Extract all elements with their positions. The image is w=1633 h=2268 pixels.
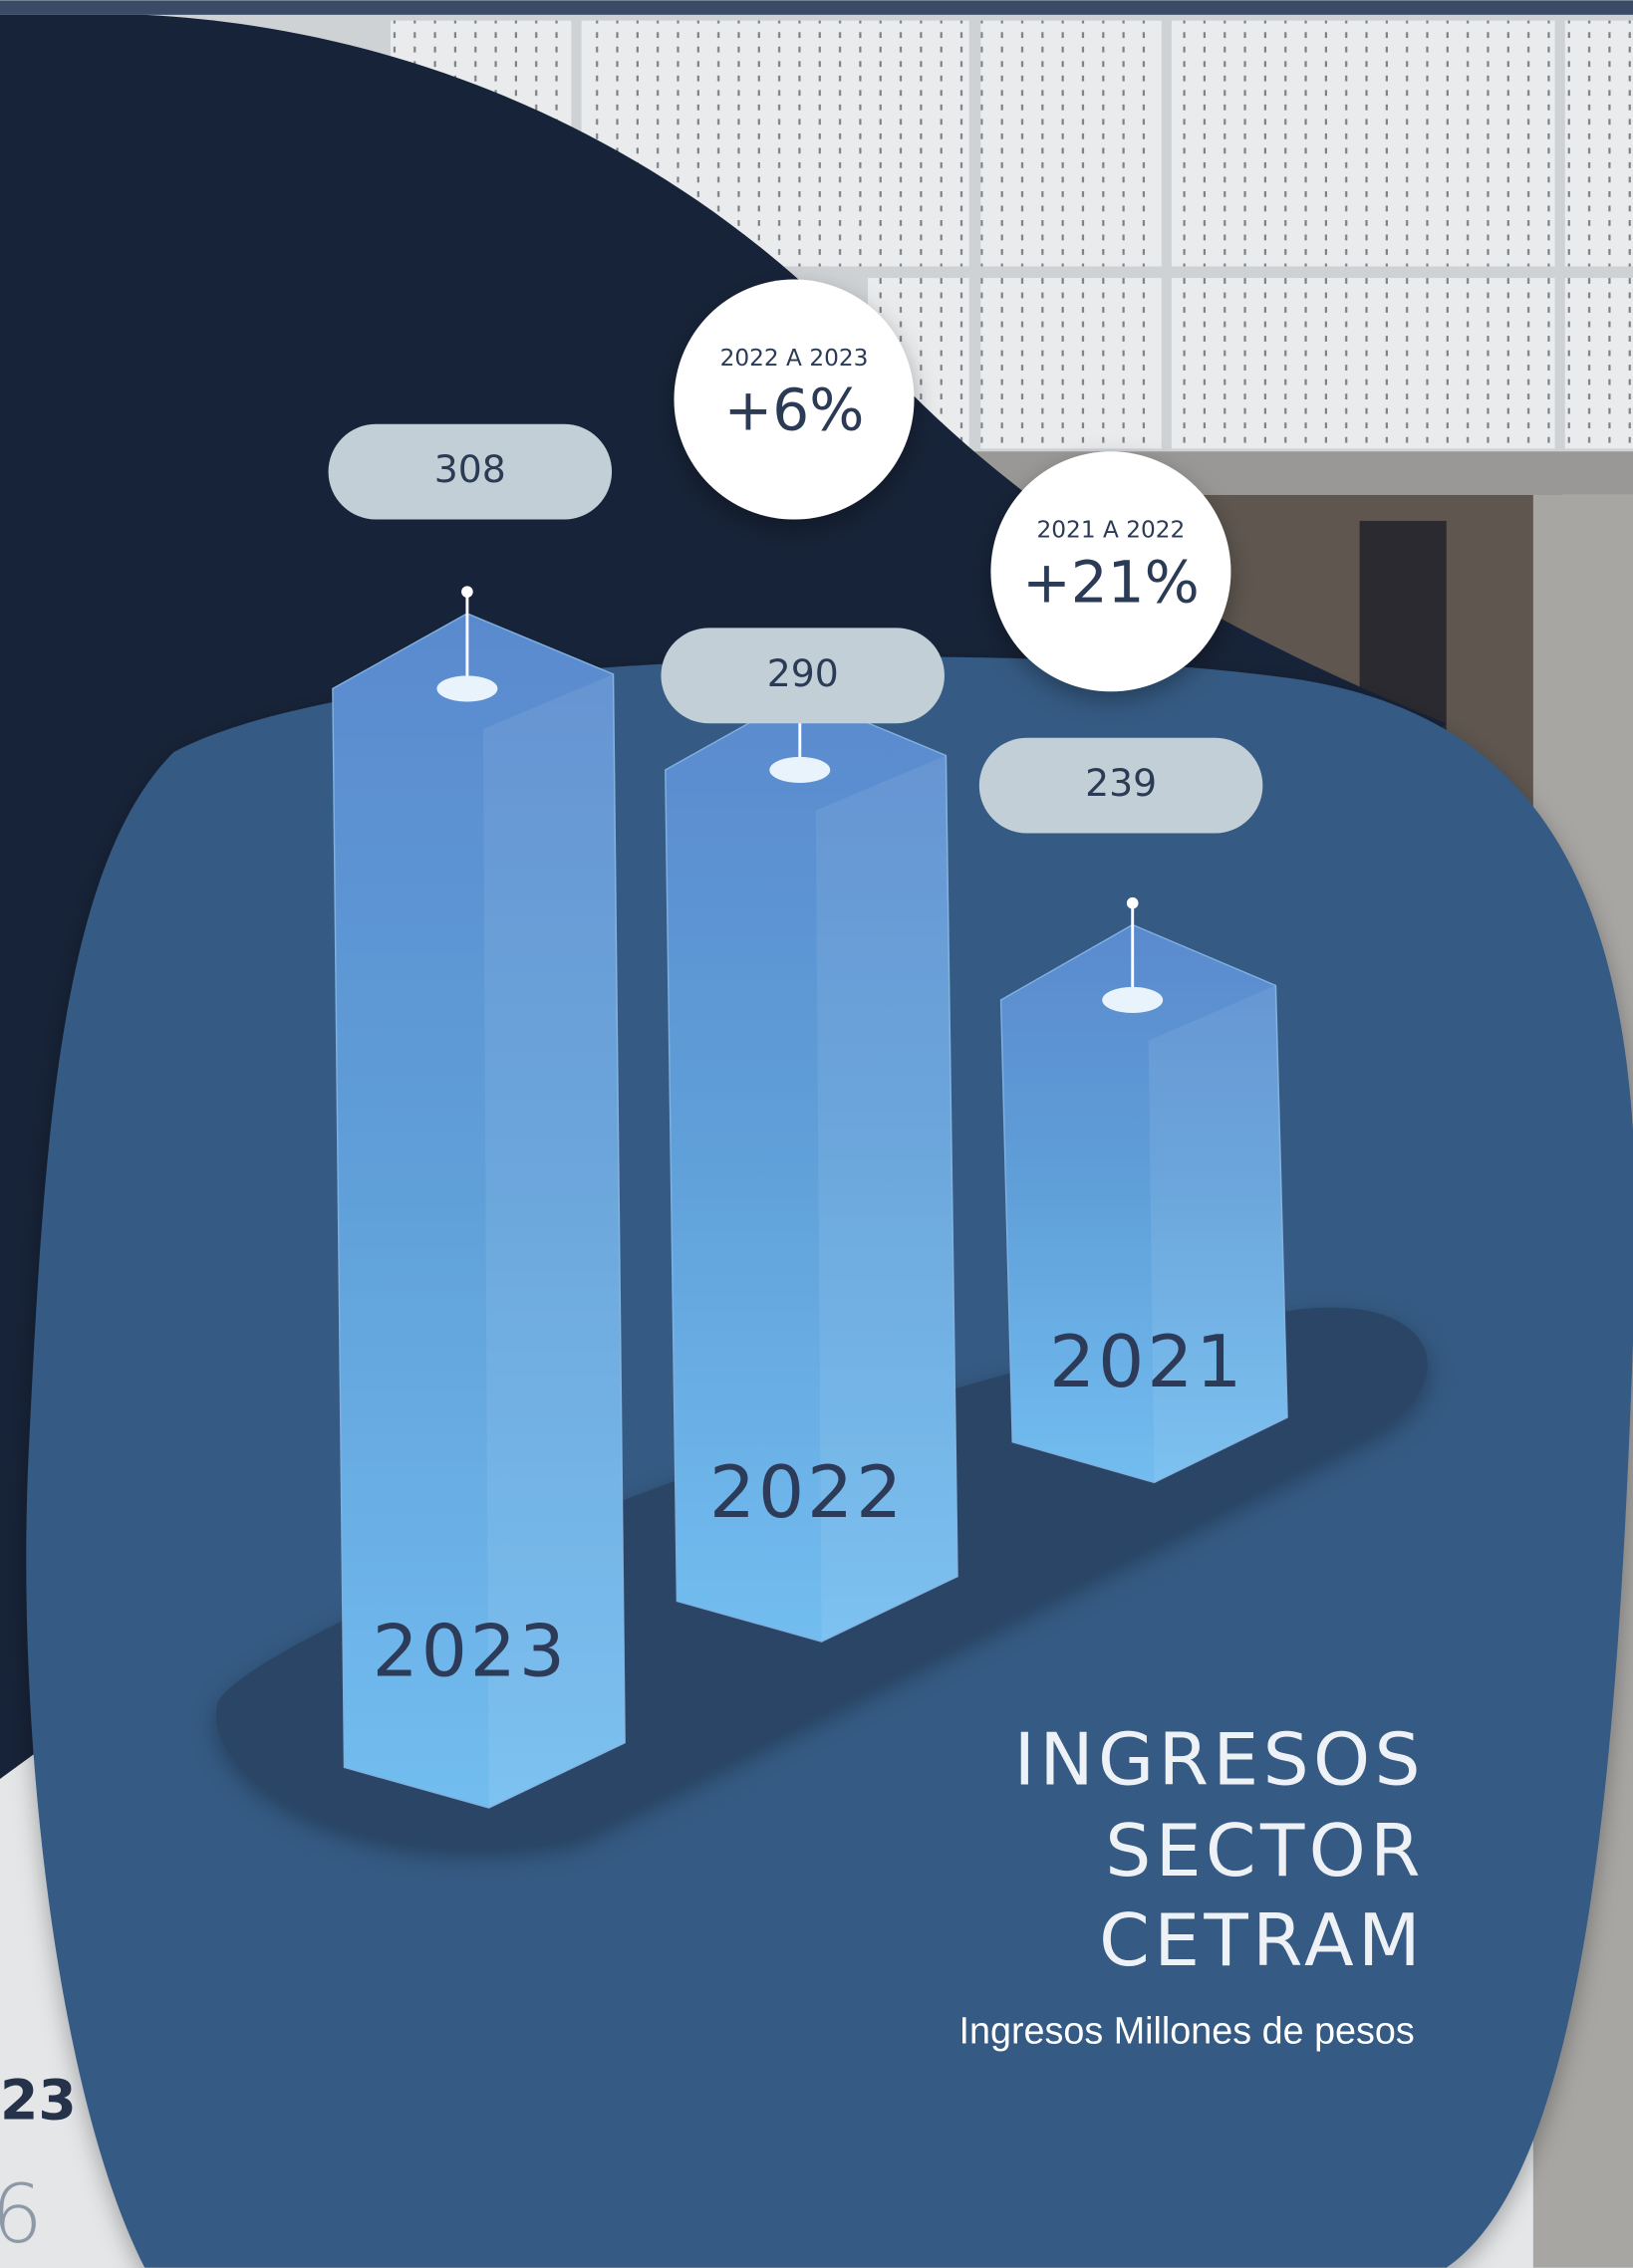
pin-base [436,675,497,701]
category-label: 2021 [1049,1321,1244,1404]
edge-text: 23 [0,2070,77,2134]
edge-text: 6 [0,2168,43,2262]
pin-base [769,757,830,783]
category-label: 2022 [709,1451,905,1535]
page: {"chart_data":{"type":"bar","title_lines… [0,0,1633,2268]
bar-side [1149,985,1287,1482]
value-label: 308 [434,447,506,491]
top-bar [0,0,1633,15]
change-value: +21% [1022,548,1200,616]
title-line: CETRAM [1099,1899,1425,1983]
pin-head [1127,897,1139,909]
value-label: 290 [767,651,839,695]
infographic: 23 6 INGRESOS SECTOR CETRAM Ingresos Mil… [0,0,1633,2268]
change-period: 2021 A 2022 [1037,517,1186,544]
change-period: 2022 A 2023 [720,345,869,372]
pin-head [461,586,473,598]
subtitle: Ingresos Millones de pesos [959,2009,1415,2051]
title-line: INGRESOS [1014,1718,1425,1802]
title-line: SECTOR [1105,1810,1425,1893]
value-label: 239 [1085,761,1157,805]
change-value: +6% [724,377,865,444]
pin-base [1102,987,1163,1013]
category-label: 2023 [373,1611,568,1694]
